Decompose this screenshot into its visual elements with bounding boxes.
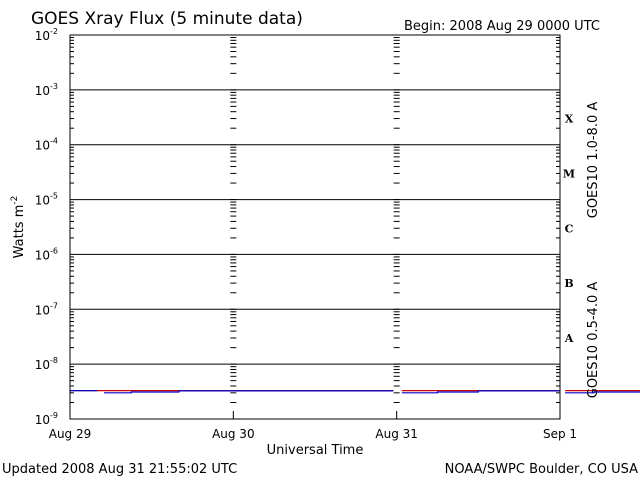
y-tick-label: 10-4	[35, 137, 58, 153]
y-tick-label: 10-9	[35, 411, 58, 427]
y-axis-label-base: Watts m	[12, 205, 27, 259]
y-tick-base: 10	[35, 303, 50, 317]
x-tick-label: Aug 29	[49, 427, 92, 441]
y-axis-label-exp: -2	[10, 196, 20, 205]
y-tick-label: 10-8	[35, 356, 58, 372]
svg-text:Watts m-2: Watts m-2	[10, 196, 27, 259]
y-tick-base: 10	[35, 84, 50, 98]
data-source: NOAA/SWPC Boulder, CO USA	[445, 462, 638, 477]
y-axis-label: Watts m-2	[10, 196, 27, 259]
y-tick-label: 10-7	[35, 301, 58, 317]
flare-class-label: B	[564, 277, 573, 290]
flare-class-labels: X M C B A	[563, 113, 575, 345]
x-tick-label: Sep 1	[543, 427, 577, 441]
y-tick-exponent: -6	[50, 246, 58, 255]
y-tick-exponent: -7	[50, 301, 58, 310]
legend-short-channel: GOES10 0.5-4.0 A	[586, 282, 601, 399]
y-tick-base: 10	[35, 139, 50, 153]
y-tick-base: 10	[35, 248, 50, 262]
chart-title: GOES Xray Flux (5 minute data)	[31, 9, 303, 29]
y-tick-base: 10	[35, 29, 50, 43]
y-tick-exponent: -9	[50, 411, 58, 420]
y-tick-labels: 10-210-310-410-510-610-710-810-9	[35, 27, 58, 427]
flare-class-label: X	[565, 113, 574, 126]
series-short-segment	[565, 391, 640, 394]
y-tick-label: 10-6	[35, 246, 58, 262]
day-markers	[69, 37, 561, 419]
flare-class-label: C	[565, 222, 574, 235]
y-tick-base: 10	[35, 194, 50, 208]
y-tick-base: 10	[35, 358, 50, 372]
y-tick-label: 10-5	[35, 192, 58, 208]
y-tick-exponent: -8	[50, 356, 58, 365]
y-tick-label: 10-3	[35, 82, 58, 98]
series-short-segment	[401, 390, 560, 394]
flare-class-label: M	[563, 167, 575, 180]
legend-long-channel: GOES10 1.0-8.0 A	[586, 102, 601, 219]
series-short-segment	[104, 390, 394, 394]
flare-class-label: A	[564, 332, 574, 345]
x-axis-label: Universal Time	[267, 443, 364, 458]
plot-frame	[69, 34, 561, 420]
y-tick-base: 10	[35, 413, 50, 427]
updated-time: Updated 2008 Aug 31 21:55:02 UTC	[2, 462, 237, 477]
series-lines	[70, 390, 640, 394]
y-tick-exponent: -4	[50, 137, 58, 146]
x-tick-label: Aug 30	[212, 427, 255, 441]
grid-lines	[70, 37, 560, 403]
begin-time: Begin: 2008 Aug 29 0000 UTC	[404, 19, 600, 34]
y-tick-label: 10-2	[35, 27, 58, 43]
x-tick-label: Aug 31	[375, 427, 418, 441]
y-tick-exponent: -2	[50, 27, 58, 36]
y-tick-exponent: -3	[50, 82, 58, 91]
y-tick-exponent: -5	[50, 192, 58, 201]
x-tick-labels: Aug 29 Aug 30 Aug 31 Sep 1	[49, 427, 577, 441]
